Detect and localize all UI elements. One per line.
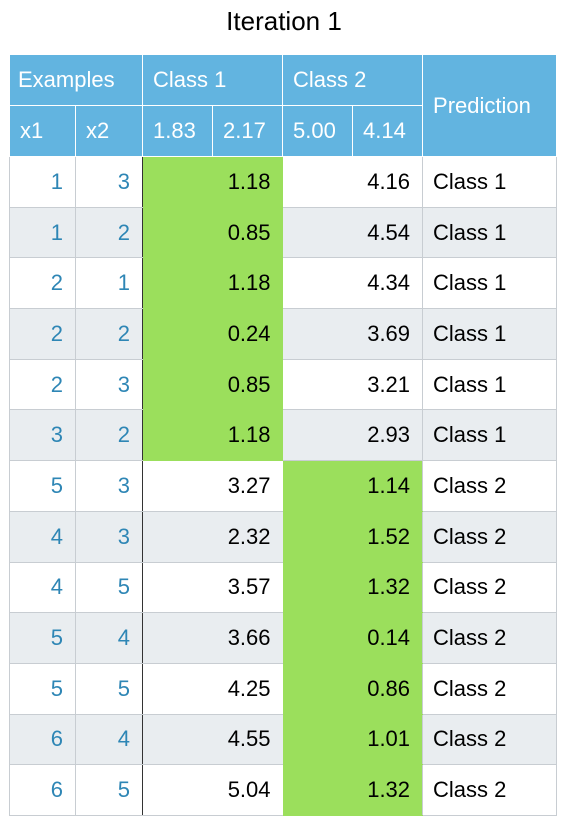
table-row: 2 2 0.24 3.69 Class 1 [9, 308, 558, 360]
cell-prediction: Class 2 [422, 561, 558, 614]
cell-distance-class-1: 2.32 [141, 510, 283, 563]
iteration-table: Examples Class 1 Class 2 Prediction x1 x… [9, 54, 558, 816]
cell-prediction: Class 2 [422, 510, 558, 563]
table-body: 1 3 1.18 4.16 Class 1 1 2 0.85 4.54 Class 1 2 1 1.18… [9, 156, 558, 816]
cell-distance-class-2: 3.21 [282, 358, 423, 411]
header-x2: x2 [75, 105, 143, 157]
cell-distance-class-2: 2.93 [282, 409, 423, 462]
cell-x2: 4 [75, 612, 143, 664]
cell-x1: 5 [9, 612, 76, 664]
header-class-2-centroid-y: 4.14 [352, 105, 424, 157]
cell-x2: 1 [75, 257, 143, 310]
cell-distance-class-2: 1.32 [282, 764, 423, 816]
cell-distance-class-1: 3.57 [141, 561, 283, 614]
cell-distance-class-2: 3.69 [282, 308, 423, 360]
header-prediction: Prediction [422, 54, 558, 157]
cell-x2: 3 [75, 460, 143, 512]
header-class-1-centroid-x: 1.83 [142, 105, 213, 157]
cell-prediction: Class 2 [422, 764, 558, 816]
header-class-1-centroid-y: 2.17 [211, 105, 284, 157]
cell-distance-class-2: 0.14 [282, 612, 423, 664]
cell-x1: 2 [9, 358, 76, 411]
cell-distance-class-2: 1.01 [282, 713, 423, 766]
cell-x1: 4 [9, 561, 76, 614]
table-row: 4 5 3.57 1.32 Class 2 [9, 561, 558, 614]
cell-prediction: Class 2 [422, 460, 558, 512]
cell-distance-class-2: 4.34 [282, 257, 423, 310]
cell-distance-class-1: 0.24 [141, 308, 283, 360]
cell-distance-class-1: 1.18 [141, 257, 283, 310]
cell-x1: 2 [9, 257, 76, 310]
header-examples: Examples [9, 54, 143, 106]
cell-x2: 4 [75, 713, 143, 766]
table-row: 6 4 4.55 1.01 Class 2 [9, 713, 558, 766]
header-class-1: Class 1 [141, 54, 284, 106]
cell-x2: 3 [75, 358, 143, 411]
cell-distance-class-2: 1.14 [282, 460, 423, 512]
header-class-2-centroid-x: 5.00 [282, 105, 354, 157]
cell-prediction: Class 2 [422, 662, 558, 715]
cell-x2: 2 [75, 409, 143, 462]
cell-prediction: Class 1 [422, 156, 558, 208]
cell-x1: 5 [9, 460, 76, 512]
cell-x2: 3 [75, 510, 143, 563]
cell-prediction: Class 1 [422, 409, 558, 462]
cell-x2: 5 [75, 662, 143, 715]
cell-x1: 4 [9, 510, 76, 563]
cell-prediction: Class 2 [422, 612, 558, 664]
table-row: 6 5 5.04 1.32 Class 2 [9, 764, 558, 816]
table-row: 2 3 0.85 3.21 Class 1 [9, 358, 558, 411]
cell-prediction: Class 1 [422, 206, 558, 259]
header-class-2: Class 2 [282, 54, 424, 106]
cell-distance-class-2: 1.52 [282, 510, 423, 563]
cell-x1: 2 [9, 308, 76, 360]
cell-x1: 1 [9, 156, 76, 208]
cell-distance-class-1: 1.18 [141, 409, 283, 462]
table-row: 3 2 1.18 2.93 Class 1 [9, 409, 558, 462]
cell-distance-class-2: 4.54 [282, 206, 423, 259]
cell-distance-class-2: 1.32 [282, 561, 423, 614]
cell-distance-class-1: 4.55 [141, 713, 283, 766]
cell-x2: 2 [75, 308, 143, 360]
table-row: 1 2 0.85 4.54 Class 1 [9, 206, 558, 259]
table-row: 1 3 1.18 4.16 Class 1 [9, 156, 558, 208]
cell-distance-class-1: 4.25 [141, 662, 283, 715]
cell-x1: 1 [9, 206, 76, 259]
cell-x1: 6 [9, 713, 76, 766]
cell-prediction: Class 2 [422, 713, 558, 766]
cell-prediction: Class 1 [422, 358, 558, 411]
cell-distance-class-1: 3.27 [141, 460, 283, 512]
cell-distance-class-1: 5.04 [141, 764, 283, 816]
page-title: Iteration 1 [226, 6, 342, 36]
cell-distance-class-2: 4.16 [282, 156, 423, 208]
cell-x1: 5 [9, 662, 76, 715]
cell-x1: 6 [9, 764, 76, 816]
table-row: 5 3 3.27 1.14 Class 2 [9, 460, 558, 512]
table-row: 2 1 1.18 4.34 Class 1 [9, 257, 558, 310]
cell-distance-class-1: 0.85 [141, 358, 283, 411]
table-row: 5 4 3.66 0.14 Class 2 [9, 612, 558, 664]
cell-prediction: Class 1 [422, 257, 558, 310]
table-row: 4 3 2.32 1.52 Class 2 [9, 510, 558, 563]
cell-x2: 2 [75, 206, 143, 259]
cell-x2: 5 [75, 764, 143, 816]
cell-distance-class-1: 3.66 [141, 612, 283, 664]
cell-distance-class-2: 0.86 [282, 662, 423, 715]
header-x1: x1 [9, 105, 76, 157]
cell-distance-class-1: 1.18 [141, 156, 283, 208]
table-row: 5 5 4.25 0.86 Class 2 [9, 662, 558, 715]
cell-x2: 5 [75, 561, 143, 614]
cell-x1: 3 [9, 409, 76, 462]
cell-prediction: Class 1 [422, 308, 558, 360]
cell-distance-class-1: 0.85 [141, 206, 283, 259]
cell-x2: 3 [75, 156, 143, 208]
